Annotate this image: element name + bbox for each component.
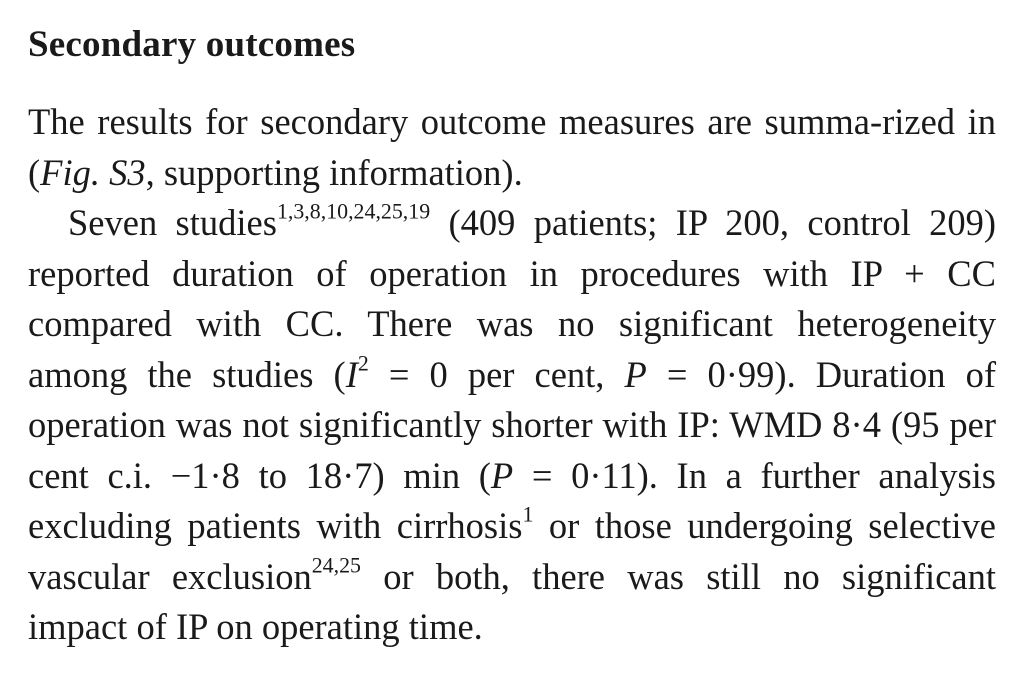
text-run: The results for secondary outcome measur…	[28, 101, 996, 193]
text-run: = 0 per cent,	[368, 353, 625, 395]
section-heading: Secondary outcomes	[28, 24, 356, 65]
paragraph-secondary-outcomes-intro: The results for secondary outcome measur…	[28, 97, 996, 198]
text-run: = 0·11). In a further analysis excluding…	[28, 454, 997, 547]
citation-superscript: 1,3,8,10,24,25,19	[276, 198, 431, 224]
text-run: (409 patients; IP 200, control 209) repo…	[28, 202, 997, 395]
citation-superscript: 1	[522, 501, 534, 527]
p-value-symbol: P	[490, 454, 514, 496]
paragraph-duration-of-operation: Seven studies1,3,8,10,24,25,19 (409 pati…	[28, 198, 996, 653]
i-squared-exponent: 2	[357, 350, 369, 376]
figure-reference: Fig. S3	[40, 151, 146, 193]
p-value-symbol: P	[624, 353, 647, 395]
section-body: The results for secondary outcome measur…	[28, 97, 996, 653]
text-run: or both, there was still no significant …	[28, 555, 996, 648]
text-run: , supporting information).	[145, 151, 523, 193]
i-squared-symbol: I	[345, 353, 358, 395]
text-run: Seven studies	[68, 202, 277, 243]
citation-superscript: 24,25	[311, 552, 361, 578]
text-run: or those undergoing selective vascular e…	[28, 505, 996, 597]
text-run: = 0·99). Duration of operation was not s…	[28, 353, 996, 496]
